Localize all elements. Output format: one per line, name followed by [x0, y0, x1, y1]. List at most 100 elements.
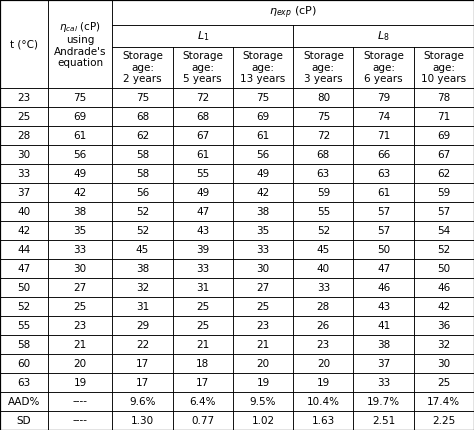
Text: 25: 25: [17, 112, 30, 122]
Text: 68: 68: [196, 112, 210, 122]
Text: 71: 71: [377, 131, 390, 141]
Text: 80: 80: [317, 92, 330, 103]
Text: 52: 52: [136, 226, 149, 236]
Text: 0.77: 0.77: [191, 415, 214, 426]
Text: 58: 58: [136, 150, 149, 160]
Text: 61: 61: [73, 131, 87, 141]
Text: 69: 69: [73, 112, 87, 122]
Text: 75: 75: [317, 112, 330, 122]
Text: 55: 55: [17, 320, 30, 331]
Text: 59: 59: [317, 187, 330, 198]
Text: 17: 17: [196, 378, 210, 387]
Text: 67: 67: [437, 150, 450, 160]
Text: 25: 25: [437, 378, 450, 387]
Text: 40: 40: [317, 264, 330, 273]
Text: 41: 41: [377, 320, 390, 331]
Text: 19: 19: [317, 378, 330, 387]
Text: 10.4%: 10.4%: [307, 396, 340, 406]
Text: Storage
age:
5 years: Storage age: 5 years: [182, 51, 223, 84]
Text: Storage
age:
6 years: Storage age: 6 years: [363, 51, 404, 84]
Text: 33: 33: [17, 169, 30, 178]
Text: 69: 69: [437, 131, 450, 141]
Text: 25: 25: [73, 301, 87, 312]
Text: 20: 20: [256, 359, 270, 369]
Text: 68: 68: [136, 112, 149, 122]
Text: 52: 52: [437, 245, 450, 255]
Text: 40: 40: [18, 206, 30, 217]
Text: 25: 25: [196, 301, 210, 312]
Text: 63: 63: [377, 169, 390, 178]
Text: 78: 78: [437, 92, 450, 103]
Text: 43: 43: [377, 301, 390, 312]
Text: 23: 23: [317, 340, 330, 350]
Text: 26: 26: [317, 320, 330, 331]
Text: 30: 30: [256, 264, 270, 273]
Text: 67: 67: [196, 131, 210, 141]
Text: 52: 52: [317, 226, 330, 236]
Text: 56: 56: [136, 187, 149, 198]
Text: 23: 23: [17, 92, 30, 103]
Text: 54: 54: [437, 226, 450, 236]
Text: 19.7%: 19.7%: [367, 396, 400, 406]
Text: 58: 58: [17, 340, 30, 350]
Text: 61: 61: [256, 131, 270, 141]
Text: 45: 45: [317, 245, 330, 255]
Text: 2.51: 2.51: [372, 415, 395, 426]
Text: 36: 36: [437, 320, 450, 331]
Text: 39: 39: [196, 245, 210, 255]
Text: 21: 21: [196, 340, 210, 350]
Text: 61: 61: [196, 150, 210, 160]
Text: 56: 56: [73, 150, 87, 160]
Text: 66: 66: [377, 150, 390, 160]
Text: 33: 33: [196, 264, 210, 273]
Text: 63: 63: [317, 169, 330, 178]
Text: 50: 50: [377, 245, 390, 255]
Text: ----: ----: [73, 415, 88, 426]
Text: 23: 23: [73, 320, 87, 331]
Text: $L_1$: $L_1$: [197, 29, 209, 43]
Text: 2.25: 2.25: [432, 415, 456, 426]
Text: 56: 56: [256, 150, 270, 160]
Text: 1.63: 1.63: [312, 415, 335, 426]
Text: 27: 27: [73, 283, 87, 292]
Text: 38: 38: [136, 264, 149, 273]
Text: 28: 28: [317, 301, 330, 312]
Text: 33: 33: [377, 378, 390, 387]
Text: 75: 75: [256, 92, 270, 103]
Text: 38: 38: [377, 340, 390, 350]
Text: 60: 60: [18, 359, 30, 369]
Text: 9.6%: 9.6%: [129, 396, 156, 406]
Text: 32: 32: [437, 340, 450, 350]
Text: 19: 19: [256, 378, 270, 387]
Text: 49: 49: [256, 169, 270, 178]
Text: Storage
age:
10 years: Storage age: 10 years: [421, 51, 466, 84]
Text: $\eta_{cal}$ (cP)
using
Andrade's
equation: $\eta_{cal}$ (cP) using Andrade's equati…: [54, 20, 106, 68]
Text: 59: 59: [437, 187, 450, 198]
Text: 50: 50: [18, 283, 30, 292]
Text: 57: 57: [377, 226, 390, 236]
Text: 18: 18: [196, 359, 210, 369]
Text: 58: 58: [136, 169, 149, 178]
Text: 33: 33: [256, 245, 270, 255]
Text: 49: 49: [73, 169, 87, 178]
Text: ----: ----: [73, 396, 88, 406]
Text: 43: 43: [196, 226, 210, 236]
Text: 42: 42: [256, 187, 270, 198]
Text: 31: 31: [136, 301, 149, 312]
Text: 71: 71: [437, 112, 450, 122]
Text: 25: 25: [256, 301, 270, 312]
Text: 28: 28: [17, 131, 30, 141]
Text: 29: 29: [136, 320, 149, 331]
Text: 63: 63: [17, 378, 30, 387]
Text: 57: 57: [437, 206, 450, 217]
Text: 20: 20: [317, 359, 330, 369]
Text: 61: 61: [377, 187, 390, 198]
Text: 74: 74: [377, 112, 390, 122]
Text: SD: SD: [17, 415, 31, 426]
Text: 57: 57: [377, 206, 390, 217]
Text: 9.5%: 9.5%: [250, 396, 276, 406]
Text: 22: 22: [136, 340, 149, 350]
Text: t (°C): t (°C): [10, 39, 38, 49]
Text: 69: 69: [256, 112, 270, 122]
Text: AAD%: AAD%: [8, 396, 40, 406]
